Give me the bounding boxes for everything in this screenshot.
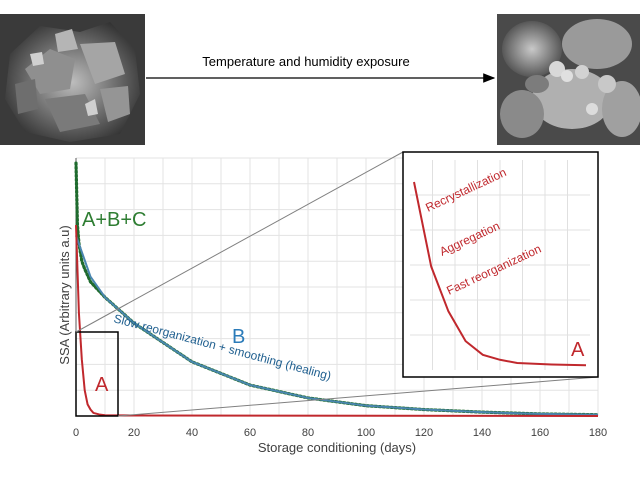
x-tick-label: 140 (473, 427, 491, 439)
x-tick-label: 100 (357, 427, 375, 439)
x-tick-label: 0 (73, 427, 79, 439)
x-tick-label: 40 (186, 427, 198, 439)
label-abc: A+B+C (82, 209, 146, 231)
label-a: A (95, 374, 109, 396)
inset-label-a: A (571, 339, 585, 361)
x-tick-label: 80 (302, 427, 314, 439)
sem-image-after (497, 14, 640, 145)
inset-series-line-a (413, 181, 587, 367)
y-axis-title: SSA (Arbitrary units a.u) (57, 225, 72, 364)
x-tick-label: 120 (415, 427, 433, 439)
x-tick-label: 160 (531, 427, 549, 439)
x-tick-label: 180 (589, 427, 607, 439)
series-line-b (75, 235, 599, 416)
x-tick-label: 20 (128, 427, 140, 439)
zoom-region-box (75, 331, 119, 417)
x-axis-title: Storage conditioning (days) (258, 440, 416, 455)
label-b: B (232, 326, 245, 348)
sem-image-before (0, 14, 145, 145)
x-tick-label: 60 (244, 427, 256, 439)
zoom-connector-top (75, 151, 404, 333)
exposure-arrow-label: Temperature and humidity exposure (202, 54, 409, 69)
zoom-connector-bottom (117, 376, 599, 417)
curve-b-annotation: Slow reorganization + smoothing (healing… (112, 311, 332, 383)
